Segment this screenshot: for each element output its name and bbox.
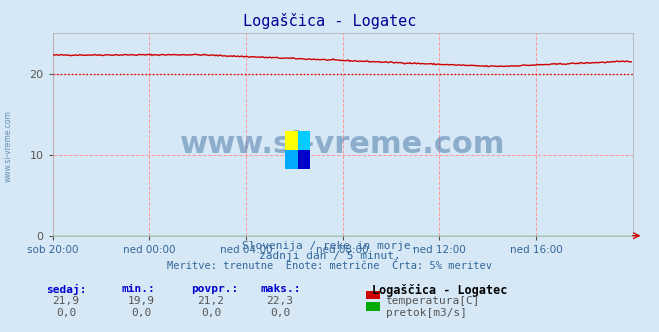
Text: zadnji dan / 5 minut.: zadnji dan / 5 minut. [258, 251, 401, 261]
Bar [298, 131, 310, 150]
Bar [366, 290, 380, 299]
Text: Meritve: trenutne  Enote: metrične  Črta: 5% meritev: Meritve: trenutne Enote: metrične Črta: … [167, 261, 492, 271]
Text: www.si-vreme.com: www.si-vreme.com [3, 110, 13, 182]
Bar [366, 302, 380, 311]
Text: www.si-vreme.com: www.si-vreme.com [180, 130, 505, 159]
Text: 21,9: 21,9 [53, 296, 79, 306]
Text: povpr.:: povpr.: [191, 284, 239, 294]
Text: sedaj:: sedaj: [46, 284, 86, 295]
Text: 22,3: 22,3 [267, 296, 293, 306]
Bar [285, 131, 298, 150]
Bar [285, 150, 298, 169]
Text: Logaščica - Logatec: Logaščica - Logatec [372, 284, 507, 297]
Bar [298, 150, 310, 169]
Text: min.:: min.: [122, 284, 156, 294]
Text: Logaščica - Logatec: Logaščica - Logatec [243, 13, 416, 29]
Text: temperatura[C]: temperatura[C] [386, 296, 480, 306]
Text: pretok[m3/s]: pretok[m3/s] [386, 308, 467, 318]
Text: maks.:: maks.: [260, 284, 301, 294]
Text: 0,0: 0,0 [270, 308, 290, 318]
Text: 19,9: 19,9 [129, 296, 155, 306]
Text: 0,0: 0,0 [132, 308, 152, 318]
Text: 21,2: 21,2 [198, 296, 224, 306]
Text: 0,0: 0,0 [201, 308, 221, 318]
Text: Slovenija / reke in morje.: Slovenija / reke in morje. [242, 241, 417, 251]
Text: 0,0: 0,0 [56, 308, 76, 318]
